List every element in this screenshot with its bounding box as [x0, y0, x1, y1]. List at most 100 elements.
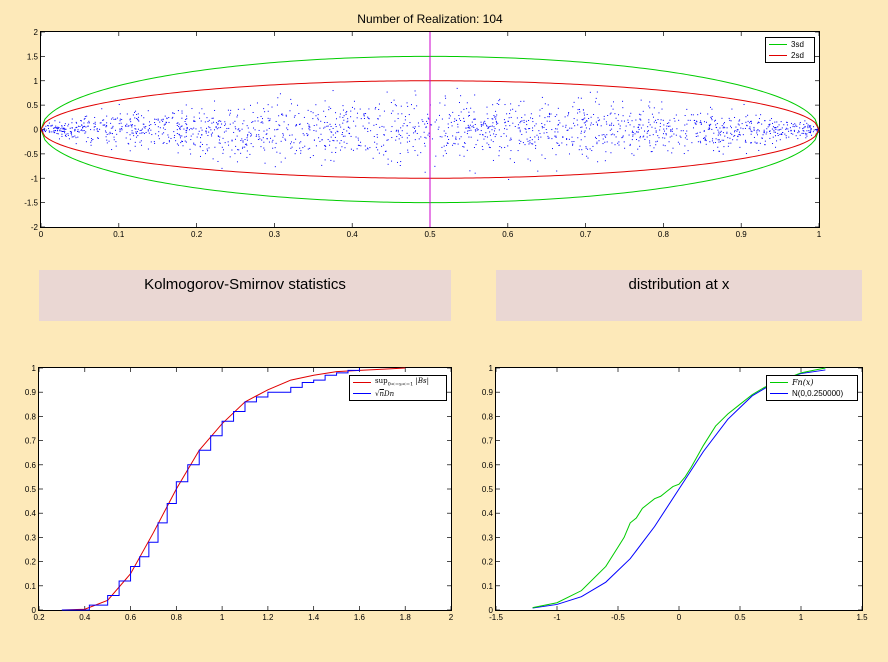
realization-point	[534, 136, 536, 138]
realization-point	[589, 91, 591, 93]
x-tick-label: -1	[553, 613, 561, 622]
realization-point	[738, 124, 740, 126]
realization-point	[137, 135, 139, 137]
realization-point	[373, 135, 375, 137]
realization-point	[121, 128, 123, 130]
realization-point	[291, 134, 293, 136]
realization-point	[694, 122, 696, 124]
realization-point	[310, 111, 312, 113]
realization-point	[220, 126, 222, 128]
realization-point	[771, 118, 773, 120]
realization-point	[342, 109, 344, 111]
realization-point	[144, 127, 146, 129]
realization-point	[780, 128, 782, 130]
realization-point	[435, 155, 437, 157]
realization-point	[140, 129, 142, 131]
realization-point	[212, 132, 214, 134]
realization-point	[493, 126, 495, 128]
realization-point	[193, 120, 195, 122]
realization-point	[804, 120, 806, 122]
realization-point	[281, 113, 283, 115]
realization-point	[81, 129, 83, 131]
realization-point	[498, 103, 500, 105]
realization-point	[90, 144, 92, 146]
realization-point	[476, 127, 478, 129]
realization-point	[336, 130, 338, 132]
realization-point	[525, 120, 527, 122]
realization-point	[484, 136, 486, 138]
realization-point	[766, 131, 768, 133]
realization-point	[723, 146, 725, 148]
realization-point	[425, 137, 427, 139]
realization-point	[280, 140, 282, 142]
realization-point	[250, 132, 252, 134]
realization-point	[431, 124, 433, 126]
realization-point	[586, 113, 588, 115]
realization-point	[302, 147, 304, 149]
realization-point	[679, 143, 681, 145]
realization-point	[401, 136, 403, 138]
realization-point	[512, 122, 514, 124]
realization-point	[87, 122, 89, 124]
realization-point	[284, 157, 286, 159]
realization-point	[475, 130, 477, 132]
realization-point	[772, 122, 774, 124]
realization-point	[196, 136, 198, 138]
realization-point	[566, 144, 568, 146]
realization-point	[184, 120, 186, 122]
realization-point	[572, 144, 574, 146]
realization-point	[714, 120, 716, 122]
realization-point	[671, 130, 673, 132]
realization-point	[369, 147, 371, 149]
realization-point	[683, 153, 685, 155]
realization-point	[412, 146, 414, 148]
realization-point	[632, 134, 634, 136]
realization-point	[782, 132, 784, 134]
realization-point	[790, 132, 792, 134]
realization-point	[718, 150, 720, 152]
realization-point	[260, 122, 262, 124]
realization-point	[343, 115, 345, 117]
realization-point	[642, 124, 644, 126]
realization-point	[495, 118, 497, 120]
realization-point	[452, 135, 454, 137]
realization-point	[661, 101, 663, 103]
realization-point	[150, 129, 152, 131]
realization-point	[349, 133, 351, 135]
realization-point	[788, 130, 790, 132]
realization-point	[390, 102, 392, 104]
realization-point	[319, 127, 321, 129]
realization-point	[81, 124, 83, 126]
realization-point	[774, 127, 776, 129]
realization-point	[414, 126, 416, 128]
realization-point	[408, 134, 410, 136]
realization-point	[508, 178, 510, 180]
realization-point	[711, 119, 713, 121]
realization-point	[712, 138, 714, 140]
realization-point	[119, 120, 121, 122]
realization-point	[381, 145, 383, 147]
realization-point	[750, 120, 752, 122]
realization-point	[651, 113, 653, 115]
realization-point	[728, 117, 730, 119]
y-tick-label: 0.1	[482, 582, 494, 591]
realization-point	[57, 126, 59, 128]
realization-point	[263, 147, 265, 149]
realization-point	[385, 129, 387, 131]
realization-point	[492, 118, 494, 120]
realization-point	[61, 135, 63, 137]
realization-point	[467, 124, 469, 126]
realization-point	[383, 134, 385, 136]
realization-point	[168, 117, 170, 119]
realization-point	[324, 145, 326, 147]
realization-point	[587, 148, 589, 150]
realization-point	[716, 123, 718, 125]
realization-point	[700, 122, 702, 124]
realization-point	[404, 119, 406, 121]
realization-point	[254, 129, 256, 131]
realization-point	[135, 110, 137, 112]
realization-point	[639, 124, 641, 126]
realization-point	[510, 139, 512, 141]
x-tick-label: 1	[799, 613, 804, 622]
realization-point	[303, 116, 305, 118]
